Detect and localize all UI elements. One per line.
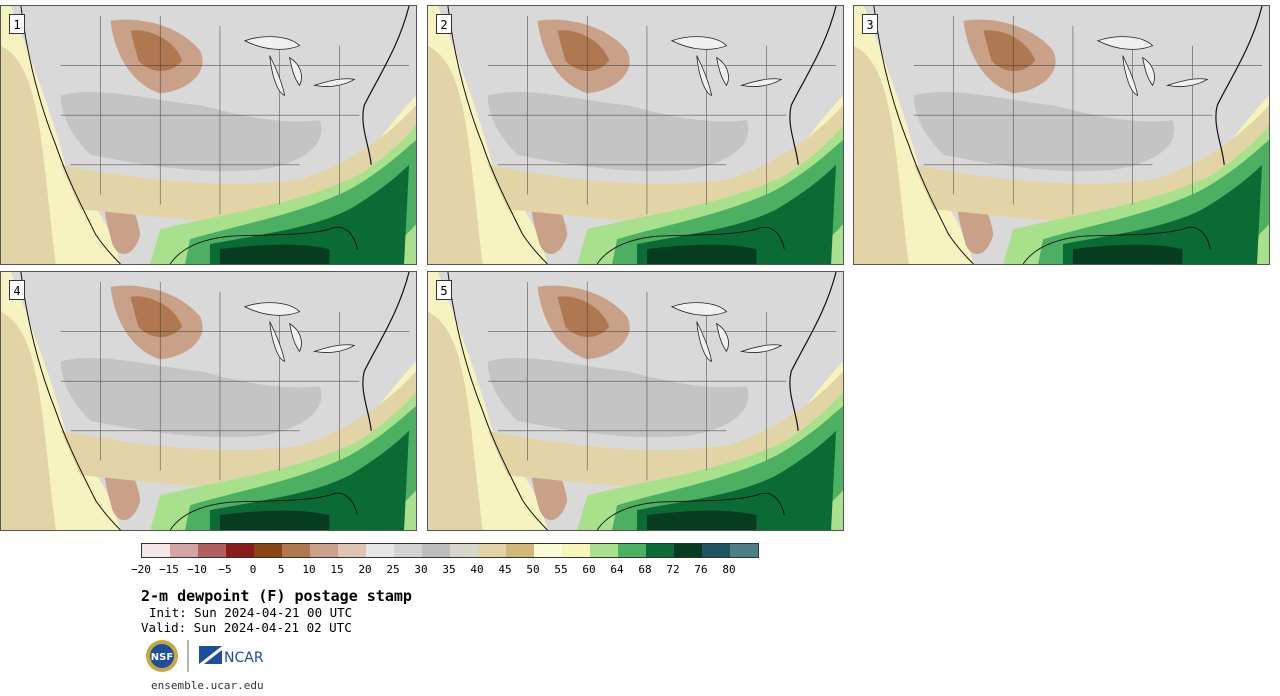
valid-time: Valid: Sun 2024-04-21 02 UTC: [141, 620, 352, 635]
ensemble-member-map-1: 1: [0, 5, 417, 265]
dewpoint-map-5: [428, 272, 843, 530]
member-label-3: 3: [862, 14, 878, 34]
member-label-2: 2: [436, 14, 452, 34]
colorbar-swatch-18: [646, 544, 674, 557]
colorbar-swatch-5: [282, 544, 310, 557]
colorbar-swatch-13: [506, 544, 534, 557]
colorbar-swatch-9: [394, 544, 422, 557]
colorbar-tick-1: −15: [159, 563, 179, 576]
colorbar-swatch-14: [534, 544, 562, 557]
colorbar-swatch-7: [338, 544, 366, 557]
ensemble-member-map-3: 3: [853, 5, 1270, 265]
member-label-5: 5: [436, 280, 452, 300]
dewpoint-colorbar: [141, 543, 759, 558]
colorbar-swatch-0: [142, 544, 170, 557]
colorbar-swatch-20: [702, 544, 730, 557]
colorbar-tick-12: 40: [470, 563, 484, 576]
ensemble-member-map-5: 5: [427, 271, 844, 531]
colorbar-swatch-16: [590, 544, 618, 557]
nsf-ncar-logos: NSF NCAR: [146, 640, 264, 672]
colorbar-swatch-6: [310, 544, 338, 557]
colorbar-tick-3: −5: [218, 563, 232, 576]
colorbar-swatch-15: [562, 544, 590, 557]
colorbar-swatch-19: [674, 544, 702, 557]
colorbar-tick-8: 20: [358, 563, 372, 576]
dewpoint-map-2: [428, 6, 843, 264]
init-time: Init: Sun 2024-04-21 00 UTC: [149, 605, 353, 620]
colorbar-swatch-10: [422, 544, 450, 557]
member-label-4: 4: [9, 280, 25, 300]
colorbar-tick-2: −10: [187, 563, 207, 576]
colorbar-tick-17: 64: [610, 563, 624, 576]
colorbar-tick-14: 50: [526, 563, 540, 576]
colorbar-swatch-12: [478, 544, 506, 557]
dewpoint-map-4: [1, 272, 416, 530]
colorbar-tick-19: 72: [666, 563, 680, 576]
colorbar-swatch-8: [366, 544, 394, 557]
svg-text:NSF: NSF: [151, 652, 173, 663]
ncar-logo-icon: NCAR: [199, 646, 264, 666]
colorbar-swatch-3: [226, 544, 254, 557]
site-credit: ensemble.ucar.edu: [151, 679, 264, 692]
colorbar-tick-4: 0: [249, 563, 257, 576]
colorbar-tick-21: 80: [722, 563, 736, 576]
colorbar-tick-9: 25: [386, 563, 400, 576]
colorbar-swatch-2: [198, 544, 226, 557]
ensemble-member-map-4: 4: [0, 271, 417, 531]
colorbar-swatch-4: [254, 544, 282, 557]
colorbar-tick-16: 60: [582, 563, 596, 576]
svg-text:NCAR: NCAR: [224, 650, 264, 666]
colorbar-tick-labels: −20 −15 −10 −5 0 5 10 15 20 25 30 35 40 45 50 55 60 64 68 7…: [127, 563, 767, 577]
ensemble-member-map-2: 2: [427, 5, 844, 265]
member-label-1: 1: [9, 14, 25, 34]
colorbar-tick-15: 55: [554, 563, 568, 576]
colorbar-tick-10: 30: [414, 563, 428, 576]
colorbar-swatch-17: [618, 544, 646, 557]
colorbar-tick-18: 68: [638, 563, 652, 576]
dewpoint-map-1: [1, 6, 416, 264]
colorbar-swatch-21: [730, 544, 758, 557]
colorbar-tick-20: 76: [694, 563, 708, 576]
chart-title: 2-m dewpoint (F) postage stamp: [141, 587, 412, 605]
colorbar-tick-11: 35: [442, 563, 456, 576]
colorbar-swatch-11: [450, 544, 478, 557]
colorbar-tick-13: 45: [498, 563, 512, 576]
colorbar-tick-0: −20: [131, 563, 151, 576]
colorbar-tick-7: 15: [330, 563, 344, 576]
dewpoint-map-3: [854, 6, 1269, 264]
colorbar-tick-6: 10: [302, 563, 316, 576]
colorbar-swatch-1: [170, 544, 198, 557]
colorbar-tick-5: 5: [277, 563, 285, 576]
nsf-logo-icon: NSF: [146, 640, 178, 672]
